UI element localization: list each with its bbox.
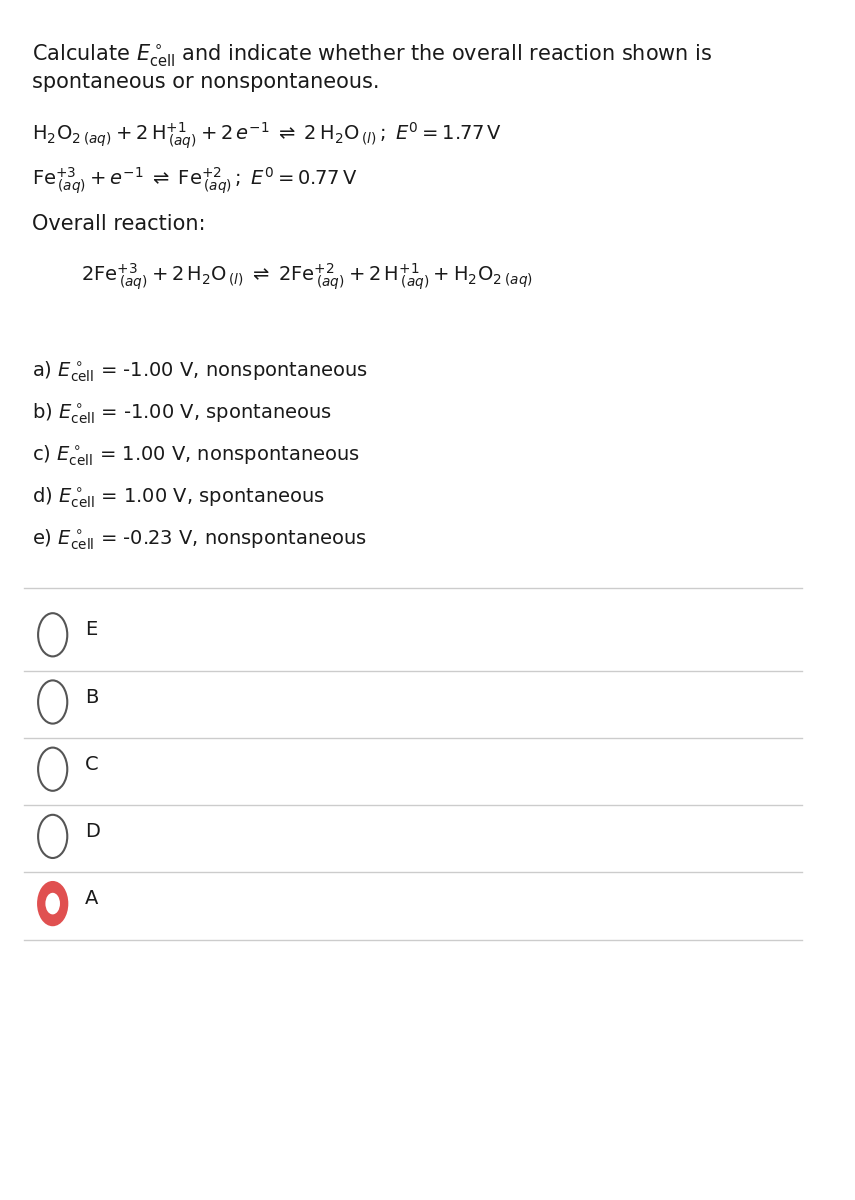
Text: $\mathrm{Fe}^{+3}_{\,(aq)} + e^{-1}\;\rightleftharpoons\;\mathrm{Fe}^{+2}_{\,(aq: $\mathrm{Fe}^{+3}_{\,(aq)} + e^{-1}\;\ri… [32,166,357,196]
Text: A: A [86,889,98,908]
Text: a) $E^\circ_{\mathrm{cell}}$ = -1.00 V, nonspontaneous: a) $E^\circ_{\mathrm{cell}}$ = -1.00 V, … [32,360,369,384]
Text: D: D [86,822,100,841]
Text: e) $E^\circ_{\mathrm{cell}}$ = -0.23 V, nonspontaneous: e) $E^\circ_{\mathrm{cell}}$ = -0.23 V, … [32,528,368,552]
Text: Overall reaction:: Overall reaction: [32,214,206,234]
Text: Calculate $E^\circ_{\mathrm{cell}}$ and indicate whether the overall reaction sh: Calculate $E^\circ_{\mathrm{cell}}$ and … [32,42,713,68]
Text: E: E [86,620,97,640]
Text: spontaneous or nonspontaneous.: spontaneous or nonspontaneous. [32,72,380,92]
Text: $\mathrm{H_2O_2}_{\,(aq)} + 2\,\mathrm{H}^{+1}_{\,(aq)} + 2\,e^{-1}\;\rightlefth: $\mathrm{H_2O_2}_{\,(aq)} + 2\,\mathrm{H… [32,120,502,150]
Text: d) $E^\circ_{\mathrm{cell}}$ = 1.00 V, spontaneous: d) $E^\circ_{\mathrm{cell}}$ = 1.00 V, s… [32,486,326,510]
Text: c) $E^\circ_{\mathrm{cell}}$ = 1.00 V, nonspontaneous: c) $E^\circ_{\mathrm{cell}}$ = 1.00 V, n… [32,444,360,468]
Circle shape [38,680,68,724]
Circle shape [38,613,68,656]
Text: $2\mathrm{Fe}^{+3}_{\,(aq)} + 2\,\mathrm{H_2O}_{\,(l)}\;\rightleftharpoons\; 2\m: $2\mathrm{Fe}^{+3}_{\,(aq)} + 2\,\mathrm… [81,262,533,292]
Text: C: C [86,755,98,774]
Circle shape [45,893,60,914]
Circle shape [38,815,68,858]
Text: B: B [86,688,98,707]
Circle shape [38,748,68,791]
Circle shape [38,882,68,925]
Text: b) $E^\circ_{\mathrm{cell}}$ = -1.00 V, spontaneous: b) $E^\circ_{\mathrm{cell}}$ = -1.00 V, … [32,402,333,426]
